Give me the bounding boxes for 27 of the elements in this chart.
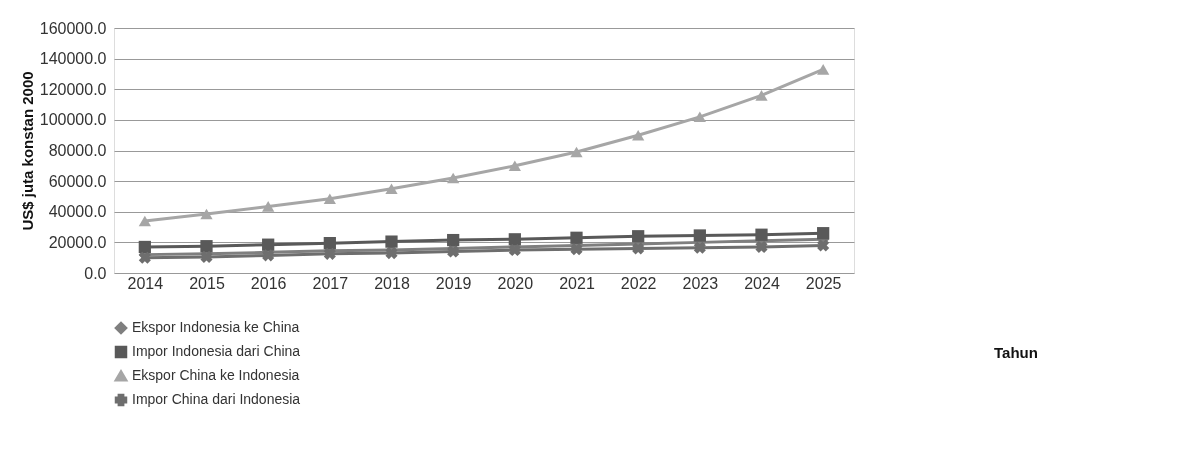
y-tick-label: 0.0 [84,264,107,282]
x-tick-label: 2017 [312,274,349,292]
x-tick-label: 2021 [559,274,595,292]
x-tick-label: 2015 [189,274,225,292]
x-tick-label: 2024 [744,274,780,292]
y-tick-label: 60000.0 [48,172,107,190]
x-tick-label: 2022 [620,274,657,292]
x-tick-label: 2016 [250,274,287,292]
legend-label: Ekspor China ke Indonesia [132,367,300,383]
x-tick-label: 2020 [497,274,534,292]
y-tick-label: 140000.0 [39,50,107,68]
legend-label: Impor China dari Indonesia [132,391,301,407]
y-tick-label: 20000.0 [48,233,107,251]
y-tick-label: 100000.0 [39,111,107,129]
x-tick-label: 2019 [435,274,472,292]
x-tick-label: 2018 [374,274,410,292]
y-tick-label: 40000.0 [48,203,107,221]
x-tick-label: 2025 [805,274,842,292]
legend-label: Impor Indonesia dari China [132,343,301,359]
y-axis-title: US$ juta konstan 2000 [18,71,36,231]
legend-label: Ekspor Indonesia ke China [132,319,300,335]
y-tick-label: 120000.0 [39,80,107,98]
y-tick-label: 160000.0 [39,19,107,37]
x-tick-label: 2014 [127,274,164,292]
x-tick-label: 2023 [682,274,719,292]
text: Tahun [994,344,1038,361]
y-tick-label: 80000.0 [48,142,107,159]
